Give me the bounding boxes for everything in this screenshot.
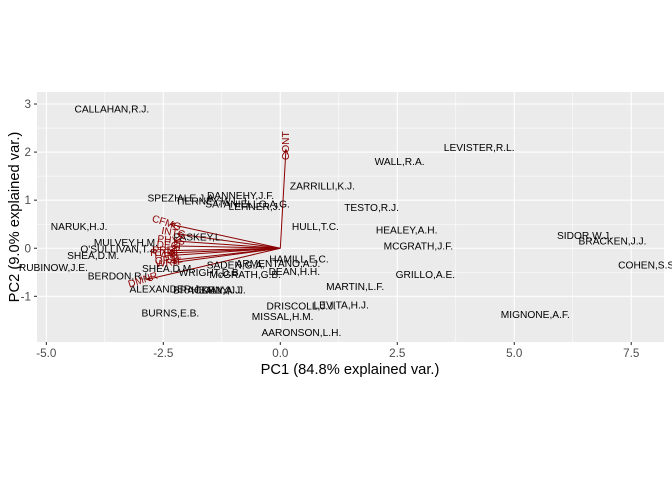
point-label: SATANIELLO,A.G. — [205, 200, 290, 211]
point-label: MARTIN,L.F. — [326, 282, 384, 293]
loading-arrowhead — [169, 222, 176, 228]
loading-label: CONT — [281, 131, 292, 160]
point-label: HAMILL,E.C. — [269, 254, 328, 265]
loading-label: DECI — [156, 240, 181, 253]
loading-arrowhead — [169, 252, 176, 258]
point-label: ZARRILLI,K.J. — [290, 181, 355, 192]
x-tick-label: 5.0 — [506, 347, 523, 360]
point-label: DANNEHY,J.F. — [207, 191, 274, 202]
point-label: MULVEY,H.M. — [94, 238, 158, 249]
point-label: BURNS,E.B. — [141, 309, 199, 320]
loading-arrow — [146, 247, 281, 280]
loading-arrow — [177, 233, 281, 249]
y-tick-label: 3 — [24, 98, 31, 111]
point-label: MIGNONE,A.F. — [501, 310, 570, 321]
point-label: SPEZIALE,J.A. — [148, 193, 217, 204]
point-label: BRACKEN,J. — [173, 286, 233, 297]
loading-label: RTEN — [150, 248, 178, 259]
loading-arrowhead — [171, 259, 178, 265]
loading-arrow — [172, 245, 281, 249]
point-label: HEALY,A.J. — [191, 286, 243, 297]
point-label: CALLAHAN,R.J. — [74, 104, 149, 115]
point-label: ALEXANDER,J. — [129, 285, 201, 296]
y-axis-title: PC2 (9.0% explained var.) — [7, 132, 23, 303]
y-axis: -1 0 1 2 3 — [21, 98, 37, 303]
loading-label: INTG — [160, 226, 186, 241]
point-label: MCGRATH,J.F. — [384, 241, 453, 252]
y-tick-label: 2 — [24, 146, 31, 159]
point-label: SIDOR,W.J. — [557, 231, 612, 242]
point-label: ARMENTANO,A.J. — [236, 259, 321, 270]
point-label: HULL,T.C. — [292, 222, 339, 233]
loading-arrowhead — [171, 243, 178, 249]
point-label: SHEA,D.M. — [142, 264, 194, 275]
x-tick-label: -5.0 — [36, 347, 57, 360]
loading-arrows — [145, 148, 289, 282]
y-tick-label: 0 — [24, 242, 31, 255]
loading-label: PREP — [152, 245, 180, 256]
major-grid — [37, 92, 664, 342]
loading-arrowhead — [171, 257, 178, 263]
point-label: MISSAL,H.M. — [252, 312, 314, 323]
point-label: DALY,J.J. — [203, 286, 246, 297]
point-label: HEALEY,A.H. — [376, 225, 438, 236]
loading-arrow — [172, 247, 281, 264]
point-label: WRIGHT,D.B. — [179, 268, 242, 279]
point-label: WALL,R.A. — [375, 157, 425, 168]
point-label: LEHNER,J. — [229, 202, 281, 213]
loading-arrow — [170, 223, 281, 249]
plot-panel — [37, 92, 664, 342]
x-tick-label: 2.5 — [389, 347, 406, 360]
loading-arrow — [174, 240, 281, 249]
x-axis: -5.0 -2.5 0.0 2.5 5.0 7.5 — [36, 342, 640, 360]
point-label: O'SULLIVAN,T.J. — [80, 245, 157, 256]
loading-arrowhead — [145, 275, 152, 282]
point-label: LEVITA,H.J. — [313, 300, 368, 311]
x-tick-label: 0.0 — [272, 347, 289, 360]
point-label: SADEN,G.A. — [207, 261, 265, 272]
loading-arrowhead — [169, 247, 176, 254]
point-label: McGRATH,G.B. — [209, 270, 281, 281]
point-label: AARONSON,L.H. — [261, 328, 341, 339]
observation-labels: CALLAHAN,R.J. LEVISTER,R.L. WALL,R.A. ZARRI… — [19, 104, 672, 339]
minor-grid — [37, 92, 664, 342]
point-label: PASKEY,L. — [173, 233, 223, 244]
loading-arrow — [279, 149, 287, 249]
point-label: TIERNEY,W.L.J. — [175, 197, 249, 208]
loading-label: FAMI — [154, 250, 178, 261]
x-axis-title: PC1 (84.8% explained var.) — [261, 362, 440, 378]
loading-arrowhead — [166, 250, 173, 256]
y-tick-label: 1 — [24, 194, 31, 207]
loading-label: ORAL — [155, 254, 184, 267]
point-label: BERDON,R.I. — [88, 272, 150, 283]
loading-arrowhead — [173, 238, 180, 244]
loading-label: PHYS — [157, 234, 186, 248]
loading-arrow — [167, 247, 281, 254]
point-label: GRILLO,A.E. — [396, 270, 455, 281]
point-label: BRACKEN,J.J. — [579, 237, 647, 248]
loading-label: WRIT — [155, 257, 182, 271]
point-label: COHEN,S.S. — [618, 261, 672, 272]
point-label: LEVISTER,R.L. — [444, 143, 515, 154]
loading-arrowhead — [176, 231, 183, 238]
x-tick-label: -2.5 — [153, 347, 174, 360]
loading-arrowhead — [283, 148, 289, 155]
x-tick-label: 7.5 — [623, 347, 640, 360]
point-label: TESTO,R.J. — [344, 203, 399, 214]
point-label: RUBINOW,J.E. — [19, 263, 88, 274]
y-tick-label: -1 — [21, 290, 31, 303]
point-label: DRISCOLL,J.J. — [267, 301, 337, 312]
point-label: SHEA,D.M. — [67, 251, 119, 262]
point-label: NARUK,H.J. — [51, 222, 108, 233]
point-label: DEAN,H.H. — [269, 267, 321, 278]
